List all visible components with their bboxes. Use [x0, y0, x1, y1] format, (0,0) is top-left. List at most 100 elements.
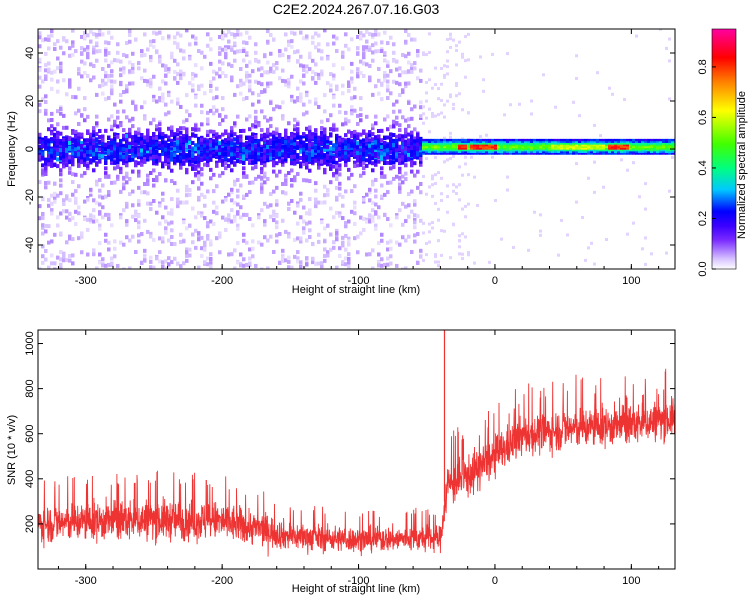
spectrogram-cell — [569, 140, 573, 143]
spectrogram-cell — [404, 266, 408, 269]
spectrogram-cell — [239, 128, 243, 133]
spectrogram-cell — [104, 58, 108, 63]
spectrogram-cell — [71, 159, 75, 164]
spectrogram-cell — [224, 45, 228, 50]
spectrogram-cell — [62, 164, 66, 169]
spectrogram-cell — [356, 145, 360, 150]
spectrogram-cell — [521, 140, 525, 143]
spectrogram-cell — [332, 215, 336, 220]
spectrogram-cell — [560, 140, 564, 143]
spectrogram-cell — [275, 104, 279, 109]
spectrogram-cell — [488, 152, 492, 155]
spectrogram-cell — [308, 142, 312, 147]
spectrogram-cell — [50, 111, 54, 116]
spectrogram-cell — [284, 181, 288, 186]
spectrogram-cell — [41, 231, 45, 236]
spectrogram-cell — [491, 152, 495, 155]
spectrogram-cell — [314, 101, 318, 106]
spectrogram-cell — [272, 69, 276, 74]
spectrogram-cell — [53, 151, 57, 156]
spectrogram-cell — [134, 150, 138, 155]
spectrogram-cell — [143, 159, 147, 164]
spectrogram-cell — [449, 138, 453, 142]
spectrogram-cell — [479, 147, 483, 150]
spectrogram-cell — [92, 155, 96, 160]
spectrogram-cell — [452, 154, 455, 158]
spectrogram-cell — [170, 151, 174, 156]
spectrogram-cell — [338, 144, 342, 149]
spectrogram-cell — [74, 209, 78, 214]
spectrogram-cell — [41, 155, 45, 160]
spectrogram-cell — [245, 95, 249, 100]
spectrogram-cell — [191, 232, 195, 237]
spectrogram-cell — [50, 70, 54, 75]
spectrogram-cell — [350, 134, 354, 139]
spectrogram-cell — [359, 215, 363, 220]
spectrogram-cell — [518, 143, 522, 147]
spectrogram-cell — [56, 134, 60, 139]
spectrogram-cell — [44, 166, 48, 171]
spectrogram-cell — [80, 160, 84, 165]
spectrogram-cell — [515, 150, 519, 154]
spectrogram-cell — [272, 63, 276, 68]
spectrogram-cell — [188, 223, 192, 228]
spectrogram-cell — [182, 134, 186, 139]
spectrogram-cell — [200, 110, 204, 115]
spectrogram-cell — [359, 31, 363, 36]
spectrogram-cell — [422, 174, 425, 178]
spectrogram-cell — [191, 72, 195, 77]
spectrogram-cell — [290, 148, 294, 153]
spectrogram-cell — [398, 147, 402, 152]
spectrogram-cell — [38, 109, 42, 114]
spectrogram-cell — [101, 154, 105, 159]
spectrogram-cell — [470, 145, 474, 148]
spectrogram-cell — [185, 258, 189, 263]
spectrogram-cell — [389, 35, 393, 40]
spectrogram-cell — [371, 92, 375, 97]
spectrogram-cell — [374, 140, 378, 145]
spectrogram-cell — [272, 189, 276, 194]
spectrogram-cell — [137, 185, 141, 190]
spectrogram-cell — [230, 219, 234, 224]
spectrogram-cell — [470, 150, 474, 154]
spectrogram-cell — [500, 237, 503, 241]
spectrogram-cell — [299, 144, 303, 149]
spectrogram-cell — [101, 78, 105, 83]
spectrogram-cell — [53, 127, 57, 132]
spectrogram-cell — [467, 148, 471, 152]
spectrogram-cell — [527, 150, 531, 154]
spectrogram-cell — [221, 152, 225, 157]
spectrogram-cell — [110, 157, 114, 162]
spectrogram-cell — [374, 29, 378, 33]
spectrogram-cell — [404, 29, 408, 34]
spectrogram-cell — [344, 32, 348, 37]
spectrogram-cell — [131, 51, 135, 56]
spectrogram-cell — [341, 83, 345, 88]
spectrogram-cell — [275, 149, 279, 154]
spectrogram-cell — [422, 221, 425, 225]
spectrogram-cell — [425, 138, 429, 142]
spectrogram-cell — [323, 109, 327, 114]
spectrogram-cell — [374, 194, 378, 199]
spectrogram-cell — [203, 139, 207, 144]
spectrogram-cell — [239, 155, 243, 160]
spectrogram-cell — [44, 111, 48, 116]
spectrogram-cell — [65, 209, 69, 214]
spectrogram-cell — [230, 143, 234, 148]
spectrogram-cell — [179, 139, 183, 144]
spectrogram-cell — [521, 147, 525, 150]
spectrogram-cell — [488, 142, 492, 145]
spectrogram-cell — [110, 91, 114, 96]
spectrogram-cell — [164, 266, 168, 269]
spectrogram-cell — [125, 204, 129, 209]
spectrogram-cell — [524, 140, 528, 143]
spectrogram-cell — [425, 253, 428, 257]
spectrogram-cell — [368, 143, 372, 148]
spectrogram-cell — [65, 92, 69, 97]
spectrogram-cell — [320, 136, 324, 141]
spectrogram-cell — [338, 213, 342, 218]
spectrogram-cell — [443, 115, 446, 119]
spectrogram-cell — [152, 30, 156, 35]
spectrogram-cell — [125, 174, 129, 179]
spectrogram-cell — [464, 235, 467, 239]
